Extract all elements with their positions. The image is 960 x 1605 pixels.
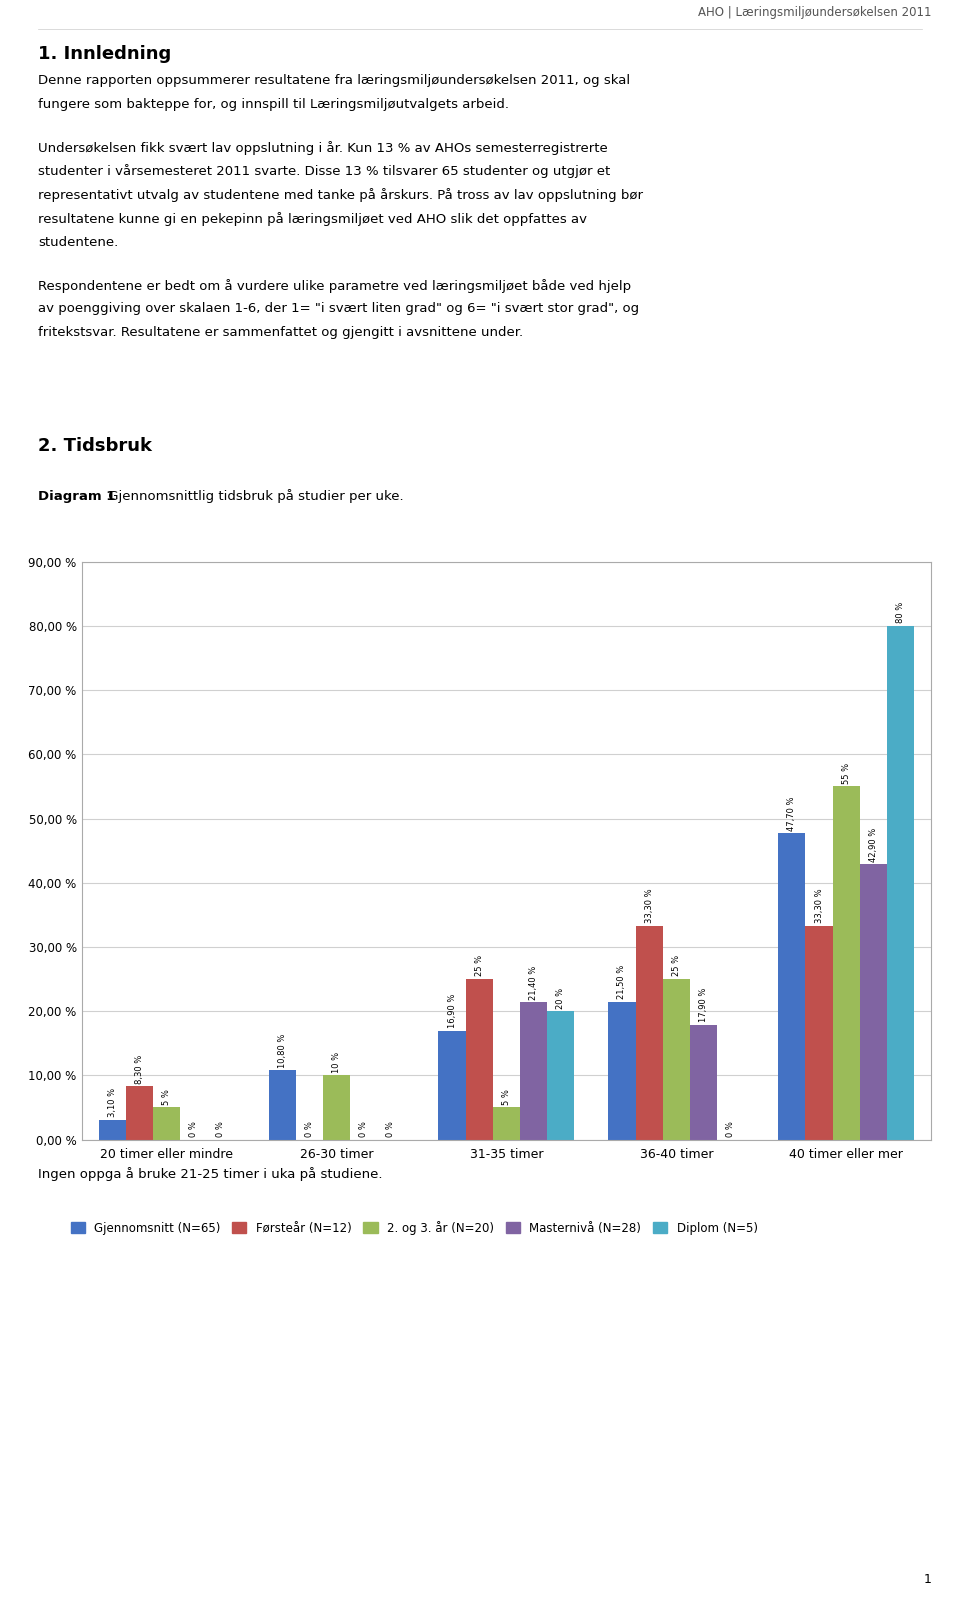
Bar <box>99 1120 126 1140</box>
Bar <box>492 1107 520 1140</box>
Text: 33,30 %: 33,30 % <box>644 889 654 923</box>
Text: representativt utvalg av studentene med tanke på årskurs. På tross av lav oppslu: representativt utvalg av studentene med … <box>38 188 643 202</box>
Bar <box>805 926 832 1140</box>
Text: AHO | Læringsmiljøundersøkelsen 2011: AHO | Læringsmiljøundersøkelsen 2011 <box>698 5 931 19</box>
Bar <box>126 1087 153 1140</box>
Text: 0 %: 0 % <box>726 1122 735 1136</box>
Bar <box>690 1024 717 1140</box>
Bar <box>547 1011 574 1140</box>
Text: Diagram 1: Diagram 1 <box>38 490 116 502</box>
Text: 55 %: 55 % <box>842 762 851 783</box>
Text: 5 %: 5 % <box>502 1090 511 1104</box>
Text: 33,30 %: 33,30 % <box>814 889 824 923</box>
Bar <box>662 979 690 1140</box>
Text: 8,30 %: 8,30 % <box>134 1054 144 1083</box>
Text: 25 %: 25 % <box>474 955 484 976</box>
Bar <box>609 1002 636 1140</box>
Text: Denne rapporten oppsummerer resultatene fra læringsmiljøundersøkelsen 2011, og s: Denne rapporten oppsummerer resultatene … <box>38 74 631 87</box>
Bar <box>153 1107 180 1140</box>
Text: 47,70 %: 47,70 % <box>787 796 797 831</box>
Bar <box>269 1071 296 1140</box>
Text: 0 %: 0 % <box>216 1122 226 1136</box>
Text: studentene.: studentene. <box>38 236 119 249</box>
Text: 21,50 %: 21,50 % <box>617 965 627 998</box>
Bar <box>323 1075 350 1140</box>
Text: 5 %: 5 % <box>162 1090 171 1104</box>
Text: 0 %: 0 % <box>359 1122 369 1136</box>
Text: 42,90 %: 42,90 % <box>869 827 878 862</box>
Bar <box>466 979 492 1140</box>
Bar <box>887 626 914 1140</box>
Text: 2. Tidsbruk: 2. Tidsbruk <box>38 437 153 454</box>
Bar <box>779 833 805 1140</box>
Bar <box>439 1030 466 1140</box>
Text: 10 %: 10 % <box>332 1051 341 1072</box>
Text: 3,10 %: 3,10 % <box>108 1088 117 1117</box>
Text: 16,90 %: 16,90 % <box>447 993 457 1029</box>
Text: 0 %: 0 % <box>189 1122 199 1136</box>
Text: 21,40 %: 21,40 % <box>529 965 539 1000</box>
Text: Gjennomsnittlig tidsbruk på studier per uke.: Gjennomsnittlig tidsbruk på studier per … <box>104 490 403 504</box>
Text: av poenggiving over skalaen 1-6, der 1= "i svært liten grad" og 6= "i svært stor: av poenggiving over skalaen 1-6, der 1= … <box>38 302 639 315</box>
Text: fungere som bakteppe for, og innspill til Læringsmiljøutvalgets arbeid.: fungere som bakteppe for, og innspill ti… <box>38 98 510 111</box>
Bar <box>520 1002 547 1140</box>
Text: Ingen oppga å bruke 21-25 timer i uka på studiene.: Ingen oppga å bruke 21-25 timer i uka på… <box>38 1167 383 1181</box>
Legend: Gjennomsnitt (N=65), Førsteår (N=12), 2. og 3. år (N=20), Masternivå (N=28), Dip: Gjennomsnitt (N=65), Førsteår (N=12), 2.… <box>70 1220 757 1234</box>
Text: 20 %: 20 % <box>556 987 565 1008</box>
Text: 0 %: 0 % <box>304 1122 314 1136</box>
Bar <box>832 786 860 1140</box>
Text: 80 %: 80 % <box>896 602 905 623</box>
Text: 17,90 %: 17,90 % <box>699 987 708 1022</box>
Bar <box>860 863 887 1140</box>
Text: 0 %: 0 % <box>386 1122 396 1136</box>
Text: Respondentene er bedt om å vurdere ulike parametre ved læringsmiljøet både ved h: Respondentene er bedt om å vurdere ulike… <box>38 279 632 292</box>
Text: studenter i vårsemesteret 2011 svarte. Disse 13 % tilsvarer 65 studenter og utgj: studenter i vårsemesteret 2011 svarte. D… <box>38 164 611 178</box>
Text: 1: 1 <box>924 1573 931 1586</box>
Text: 1. Innledning: 1. Innledning <box>38 45 172 63</box>
Text: 25 %: 25 % <box>672 955 681 976</box>
Bar <box>636 926 662 1140</box>
Text: resultatene kunne gi en pekepinn på læringsmiljøet ved AHO slik det oppfattes av: resultatene kunne gi en pekepinn på læri… <box>38 212 588 226</box>
Text: Undersøkelsen fikk svært lav oppslutning i år. Kun 13 % av AHOs semesterregistre: Undersøkelsen fikk svært lav oppslutning… <box>38 141 608 154</box>
Text: fritekstsvar. Resultatene er sammenfattet og gjengitt i avsnittene under.: fritekstsvar. Resultatene er sammenfatte… <box>38 326 523 339</box>
Text: 10,80 %: 10,80 % <box>277 1034 287 1067</box>
